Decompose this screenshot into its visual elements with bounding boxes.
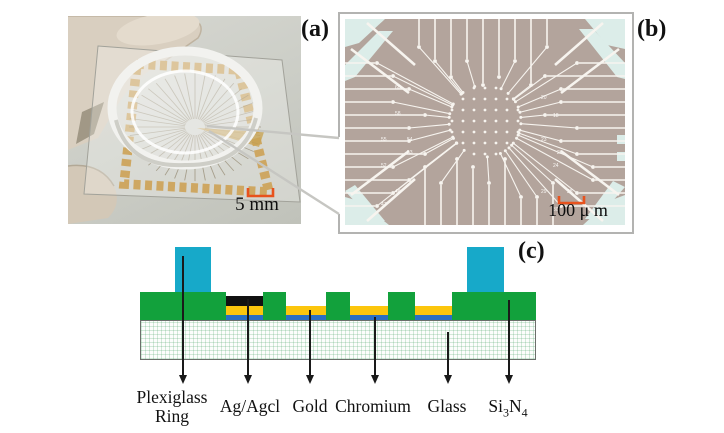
- arrowhead-si3n4: [504, 375, 513, 384]
- arrow-chromium: [374, 317, 376, 376]
- si3n4-sub3: 3: [502, 405, 509, 420]
- chromium-layer: [415, 315, 452, 320]
- arrow-plexiglass: [182, 256, 184, 376]
- label-plexiglass-line2: Ring: [154, 406, 190, 426]
- si3n4-sub4: 4: [521, 405, 528, 420]
- panel-a-label: (a): [301, 16, 329, 42]
- gold-layer: [226, 306, 263, 315]
- agagcl-layer: [226, 296, 263, 306]
- plexiglass-ring: [107, 46, 263, 170]
- arrowhead-glass: [443, 375, 452, 384]
- svg-text:23: 23: [541, 137, 547, 143]
- label-agagcl: Ag/Agcl: [219, 396, 281, 416]
- svg-text:60: 60: [395, 85, 401, 91]
- label-glass: Glass: [427, 396, 467, 416]
- svg-text:48: 48: [395, 189, 401, 195]
- svg-text:29: 29: [541, 189, 547, 195]
- si3n4-block: [452, 292, 536, 320]
- panel-b-frame: 60 58 55 54 53 52 48 47 20 18 23 26 24 2…: [338, 12, 634, 234]
- callout-frame-gap: [336, 137, 341, 214]
- panel-a-illustration: [67, 12, 301, 224]
- panel-c-label: (c): [518, 238, 545, 264]
- svg-text:30: 30: [553, 207, 559, 213]
- svg-text:47: 47: [381, 202, 387, 208]
- si3n4-block: [263, 292, 286, 320]
- label-chromium: Chromium: [335, 396, 411, 416]
- mea-micrograph: 60 58 55 54 53 52 48 47 20 18 23 26 24 2…: [345, 19, 625, 225]
- gold-layer: [350, 306, 388, 315]
- chromium-layer: [286, 315, 326, 320]
- svg-text:55: 55: [381, 137, 387, 143]
- panel-a-photo: [67, 12, 301, 224]
- svg-text:52: 52: [381, 163, 387, 169]
- arrowhead-gold: [305, 375, 314, 384]
- chromium-layer: [226, 315, 263, 320]
- svg-text:20: 20: [541, 95, 547, 101]
- si3n4-block: [388, 292, 415, 320]
- label-plexiglass-line1: Plexiglass: [136, 387, 208, 407]
- electrode-numbers: 60 58 55 54 53 52 48 47 20 18 23 26 24 2…: [381, 85, 573, 213]
- arrow-agagcl: [247, 299, 249, 376]
- label-si3n4: Si3N4: [478, 397, 538, 423]
- glass-substrate: [140, 320, 536, 360]
- arrowhead-plexiglass: [178, 375, 187, 384]
- scale-text-b: 100 μ m: [548, 200, 608, 220]
- plexiglass-ring-right: [467, 247, 504, 292]
- mea-traces: [345, 19, 625, 225]
- arrowhead-agagcl: [243, 375, 252, 384]
- label-gold: Gold: [292, 396, 328, 416]
- chromium-layer: [350, 315, 388, 320]
- svg-text:28: 28: [567, 189, 573, 195]
- arrow-si3n4: [508, 300, 510, 376]
- svg-text:18: 18: [553, 113, 559, 119]
- svg-text:53: 53: [407, 150, 413, 156]
- arrow-glass: [447, 332, 449, 376]
- gold-layer: [415, 306, 452, 315]
- plexiglass-ring-left: [175, 247, 211, 292]
- svg-text:58: 58: [395, 111, 401, 117]
- panel-b-label: (b): [637, 16, 667, 42]
- svg-text:26: 26: [557, 150, 563, 156]
- label-plexiglass-ring: Plexiglass Ring: [118, 388, 226, 426]
- si3n4-si: Si: [488, 396, 503, 416]
- svg-text:54: 54: [407, 137, 413, 143]
- svg-text:24: 24: [553, 163, 559, 169]
- si3n4-n: N: [508, 396, 522, 416]
- arrow-gold: [309, 310, 311, 376]
- scale-text-a: 5 mm: [235, 194, 279, 215]
- arrowhead-chromium: [370, 375, 379, 384]
- gold-layer: [286, 306, 326, 315]
- si3n4-block: [326, 292, 350, 320]
- scale-bracket-b: [557, 196, 586, 205]
